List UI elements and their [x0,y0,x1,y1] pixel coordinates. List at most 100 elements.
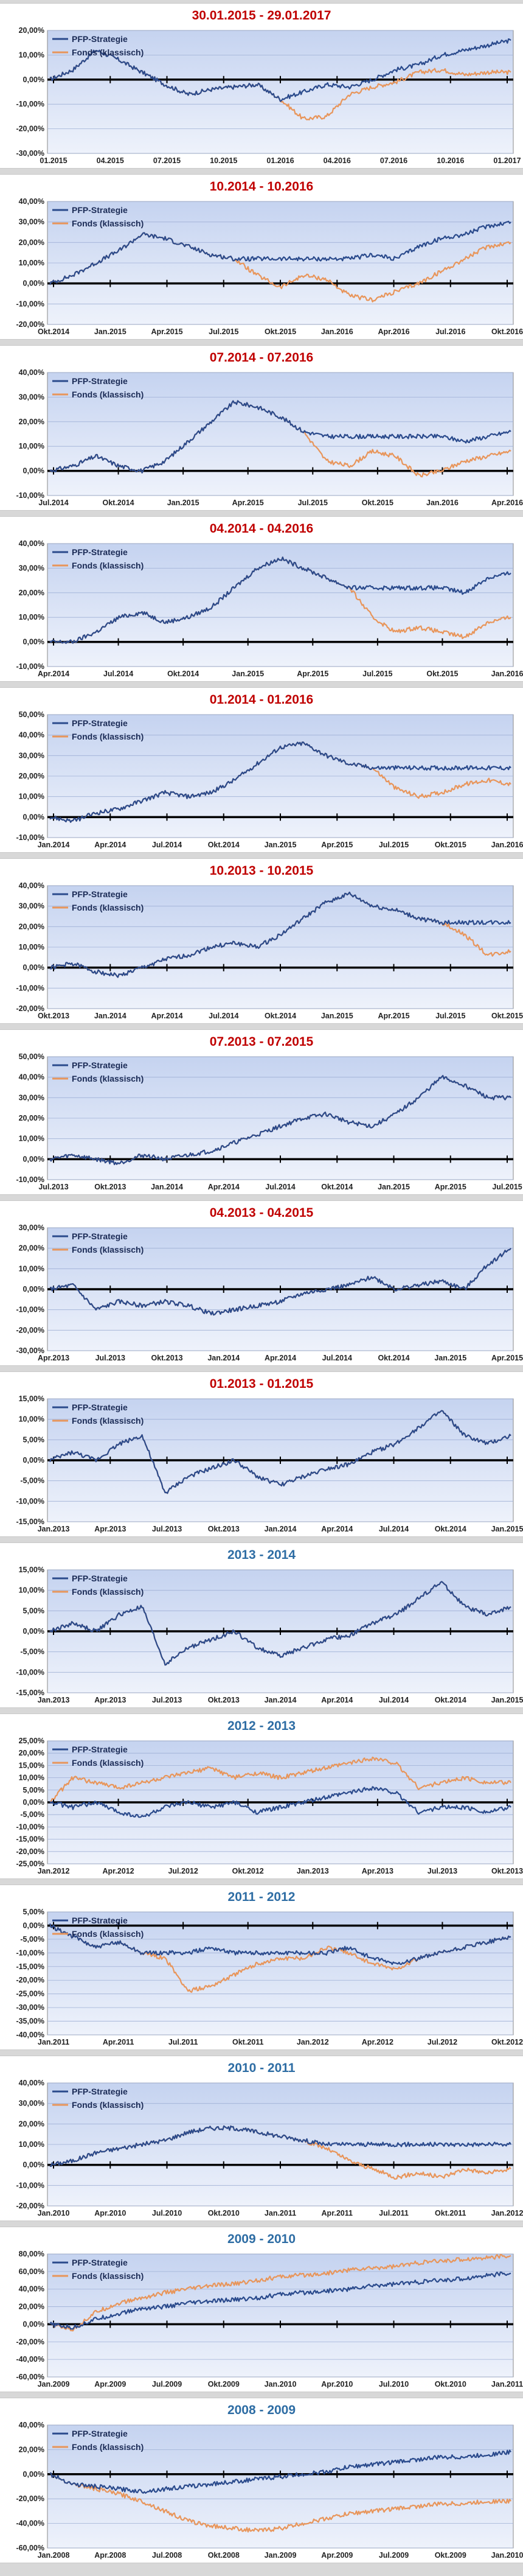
x-tick-label: Jan.2013 [38,1525,70,1533]
y-tick-label: -10,00% [16,1497,44,1505]
y-tick-label: 0,00% [23,813,44,821]
x-tick-label: Jan.2016 [491,670,523,678]
y-tick-label: 10,00% [19,943,44,951]
series-line-fund [49,2472,511,2533]
x-tick-label: Apr.2015 [491,1354,523,1362]
series-line-strategy [49,2125,511,2167]
x-tick-label: Jan.2009 [265,2551,297,2560]
x-tick-label: Jan.2015 [378,1183,410,1191]
x-tick-label: Apr.2013 [94,1525,126,1533]
y-tick-label: 15,00% [19,1761,44,1769]
legend-label: PFP-Strategie [72,2429,128,2438]
y-tick-label: 40,00% [19,2421,44,2429]
y-tick-label: 20,00% [19,2119,44,2128]
x-tick-label: Jul.2013 [152,1696,182,1704]
y-tick-label: 0,00% [23,467,44,475]
legend-label: Fonds (klassisch) [72,1758,144,1768]
y-tick-label: -40,00% [16,2355,44,2364]
legend-label: Fonds (klassisch) [72,903,144,912]
y-tick-label: -10,00% [16,984,44,992]
line-chart: 07.2013 - 07.2015 -10,00% 0,00% 10,00% 20,00… [16,1035,522,1191]
legend-label: Fonds (klassisch) [72,1929,144,1939]
x-tick-label: Apr.2008 [94,2551,126,2560]
y-tick-label: 50,00% [19,710,44,719]
x-tick-label: 01.2017 [493,156,521,165]
legend-label: PFP-Strategie [72,1573,128,1583]
x-tick-label: Jul.2014 [379,1525,409,1533]
line-chart: 04.2013 - 04.2015 -30,00% -20,00% -10,00% 0,… [16,1206,523,1362]
chart-title: 10.2014 - 10.2016 [210,180,313,194]
y-tick-label: 40,00% [19,2079,44,2087]
legend-label: PFP-Strategie [72,205,128,215]
series-line-strategy [49,891,511,978]
y-tick-label: 20,00% [19,1114,44,1122]
line-chart: 04.2014 - 04.2016 -10,00% 0,00% 10,00% 20,00… [16,522,523,678]
chart-panel: 2010 - 2011 -20,00% -10,00% 0,00% 10,00% 20,0… [0,2056,523,2221]
y-tick-label: -15,00% [16,1689,44,1697]
x-tick-label: Jul.2014 [103,670,133,678]
y-tick-label: -60,00% [16,2544,44,2552]
y-tick-label: 20,00% [19,922,44,931]
y-tick-label: -5,00% [20,1935,44,1944]
plot-area [47,1911,514,2035]
x-tick-label: Apr.2015 [232,499,264,507]
x-tick-label: Jan.2015 [491,1525,523,1533]
y-tick-label: 0,00% [23,1456,44,1465]
y-tick-label: 0,00% [23,1285,44,1293]
y-tick-label: 30,00% [19,218,44,226]
legend-label: PFP-Strategie [72,718,128,728]
y-tick-label: -20,00% [16,320,44,329]
x-tick-label: Apr.2010 [94,2209,126,2217]
series-line-strategy [49,556,511,644]
y-tick-label: -15,00% [16,1835,44,1844]
y-tick-label: 0,00% [23,1921,44,1930]
line-chart: 2009 - 2010 -60,00% -40,00% -20,00% 0,00% 20,… [16,2232,523,2389]
x-tick-label: Okt.2014 [435,1696,466,1704]
x-tick-label: Apr.2012 [362,2038,393,2046]
y-tick-label: 10,00% [19,1135,44,1143]
x-tick-label: Jul.2014 [379,1696,409,1704]
legend-label: PFP-Strategie [72,376,128,386]
x-tick-label: 04.2015 [97,156,124,165]
y-tick-label: -40,00% [16,2031,44,2039]
y-tick-label: 50,00% [19,1052,44,1061]
legend-label: Fonds (klassisch) [72,2271,144,2281]
x-tick-label: Jan.2009 [38,2380,70,2389]
x-tick-label: Jul.2016 [435,327,465,336]
x-tick-label: Okt.2015 [491,1012,523,1020]
chart-title: 04.2014 - 04.2016 [210,522,313,536]
y-tick-label: -10,00% [16,662,44,671]
chart-panel: 04.2013 - 04.2015 -30,00% -20,00% -10,00% 0,… [0,1201,523,1365]
x-tick-label: Apr.2015 [151,327,182,336]
y-tick-label: 0,00% [23,1155,44,1163]
chart-title: 2009 - 2010 [227,2232,296,2246]
series-line-strategy [49,2449,511,2494]
x-tick-label: Apr.2016 [378,327,409,336]
x-tick-label: Jul.2015 [298,499,328,507]
x-tick-label: 01.2016 [266,156,294,165]
legend-label: Fonds (klassisch) [72,1587,144,1597]
legend-label: Fonds (klassisch) [72,390,144,399]
x-tick-label: Apr.2014 [151,1012,182,1020]
x-tick-label: Okt.2015 [362,499,393,507]
y-tick-label: 20,00% [19,2445,44,2454]
y-tick-label: 40,00% [19,368,44,377]
y-tick-label: 5,00% [23,1435,44,1444]
y-tick-label: -25,00% [16,1860,44,1868]
y-tick-label: 30,00% [19,751,44,760]
y-tick-label: 0,00% [23,964,44,972]
y-tick-label: 30,00% [19,2099,44,2108]
x-tick-label: Apr.2013 [362,1867,393,1875]
x-tick-label: Jul.2014 [265,1183,295,1191]
y-tick-label: 30,00% [19,1223,44,1232]
y-tick-label: 10,00% [19,1586,44,1595]
series-line-strategy [49,741,511,823]
y-tick-label: -10,00% [16,1822,44,1831]
x-tick-label: Okt.2015 [435,841,466,849]
x-tick-label: Okt.2013 [38,1012,69,1020]
y-tick-label: 20,00% [19,26,44,35]
x-tick-label: Apr.2009 [321,2551,353,2560]
legend-label: Fonds (klassisch) [72,1074,144,1083]
legend-label: Fonds (klassisch) [72,1416,144,1426]
chart-title: 2010 - 2011 [228,2061,296,2075]
